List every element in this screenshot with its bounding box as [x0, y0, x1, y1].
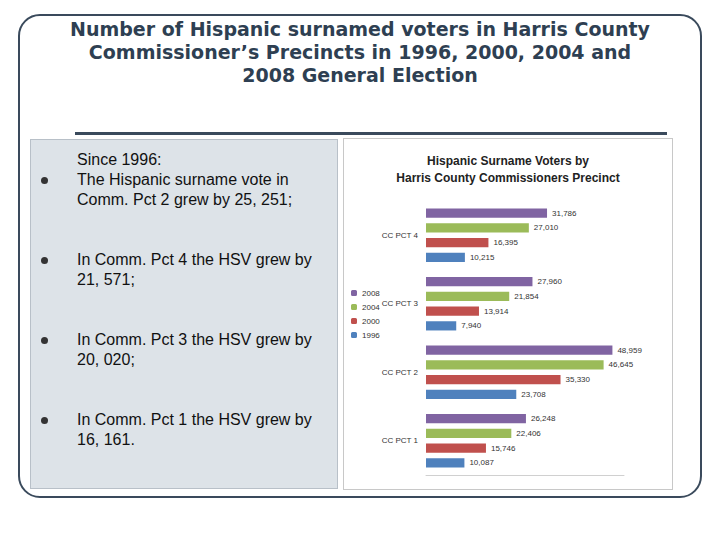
svg-text:CC PCT 1: CC PCT 1 [382, 436, 419, 445]
svg-text:21,854: 21,854 [514, 292, 539, 301]
svg-text:46,645: 46,645 [609, 360, 634, 369]
svg-text:2000: 2000 [362, 317, 380, 326]
svg-text:10,215: 10,215 [470, 253, 495, 262]
svg-text:1996: 1996 [362, 331, 380, 340]
svg-text:16,395: 16,395 [493, 238, 518, 247]
svg-text:10,087: 10,087 [469, 458, 494, 467]
svg-text:Hispanic Surname Voters by: Hispanic Surname Voters by [427, 154, 589, 168]
svg-text:26,248: 26,248 [531, 414, 556, 423]
svg-text:CC PCT 3: CC PCT 3 [382, 299, 419, 308]
html-text:In Comm. Pct 1 the HSV grew by: In Comm. Pct 1 the HSV grew by 16, 161. [77, 411, 312, 448]
svg-text:13,914: 13,914 [484, 307, 509, 316]
svg-text:27,010: 27,010 [534, 223, 559, 232]
html-text:Since 1996: The Hispanic surna: Since 1996: The Hispanic surname vote in… [77, 151, 293, 208]
html-text:In Comm. Pct 3 the HSV grew by: In Comm. Pct 3 the HSV grew by 20, 020; [77, 331, 312, 368]
html-text:Number of Hispanic surnamed vo: Number of Hispanic surnamed voters in Ha… [70, 18, 650, 86]
svg-text:2008: 2008 [362, 289, 380, 298]
svg-text:31,786: 31,786 [552, 209, 577, 218]
svg-text:CC PCT 2: CC PCT 2 [382, 368, 419, 377]
svg-text:48,959: 48,959 [617, 346, 642, 355]
html-text:In Comm. Pct 4 the HSV grew by: In Comm. Pct 4 the HSV grew by 21, 571; [77, 251, 312, 288]
svg-text:7,940: 7,940 [461, 321, 482, 330]
svg-text:35,330: 35,330 [566, 375, 591, 384]
svg-text:2004: 2004 [362, 303, 380, 312]
svg-text:Harris County Commissioners Pr: Harris County Commissioners Precinct [396, 171, 619, 185]
svg-text:22,406: 22,406 [516, 429, 541, 438]
svg-text:CC PCT 4: CC PCT 4 [382, 231, 419, 240]
svg-text:15,746: 15,746 [491, 444, 516, 453]
svg-text:27,960: 27,960 [537, 277, 562, 286]
svg-text:23,708: 23,708 [521, 390, 546, 399]
